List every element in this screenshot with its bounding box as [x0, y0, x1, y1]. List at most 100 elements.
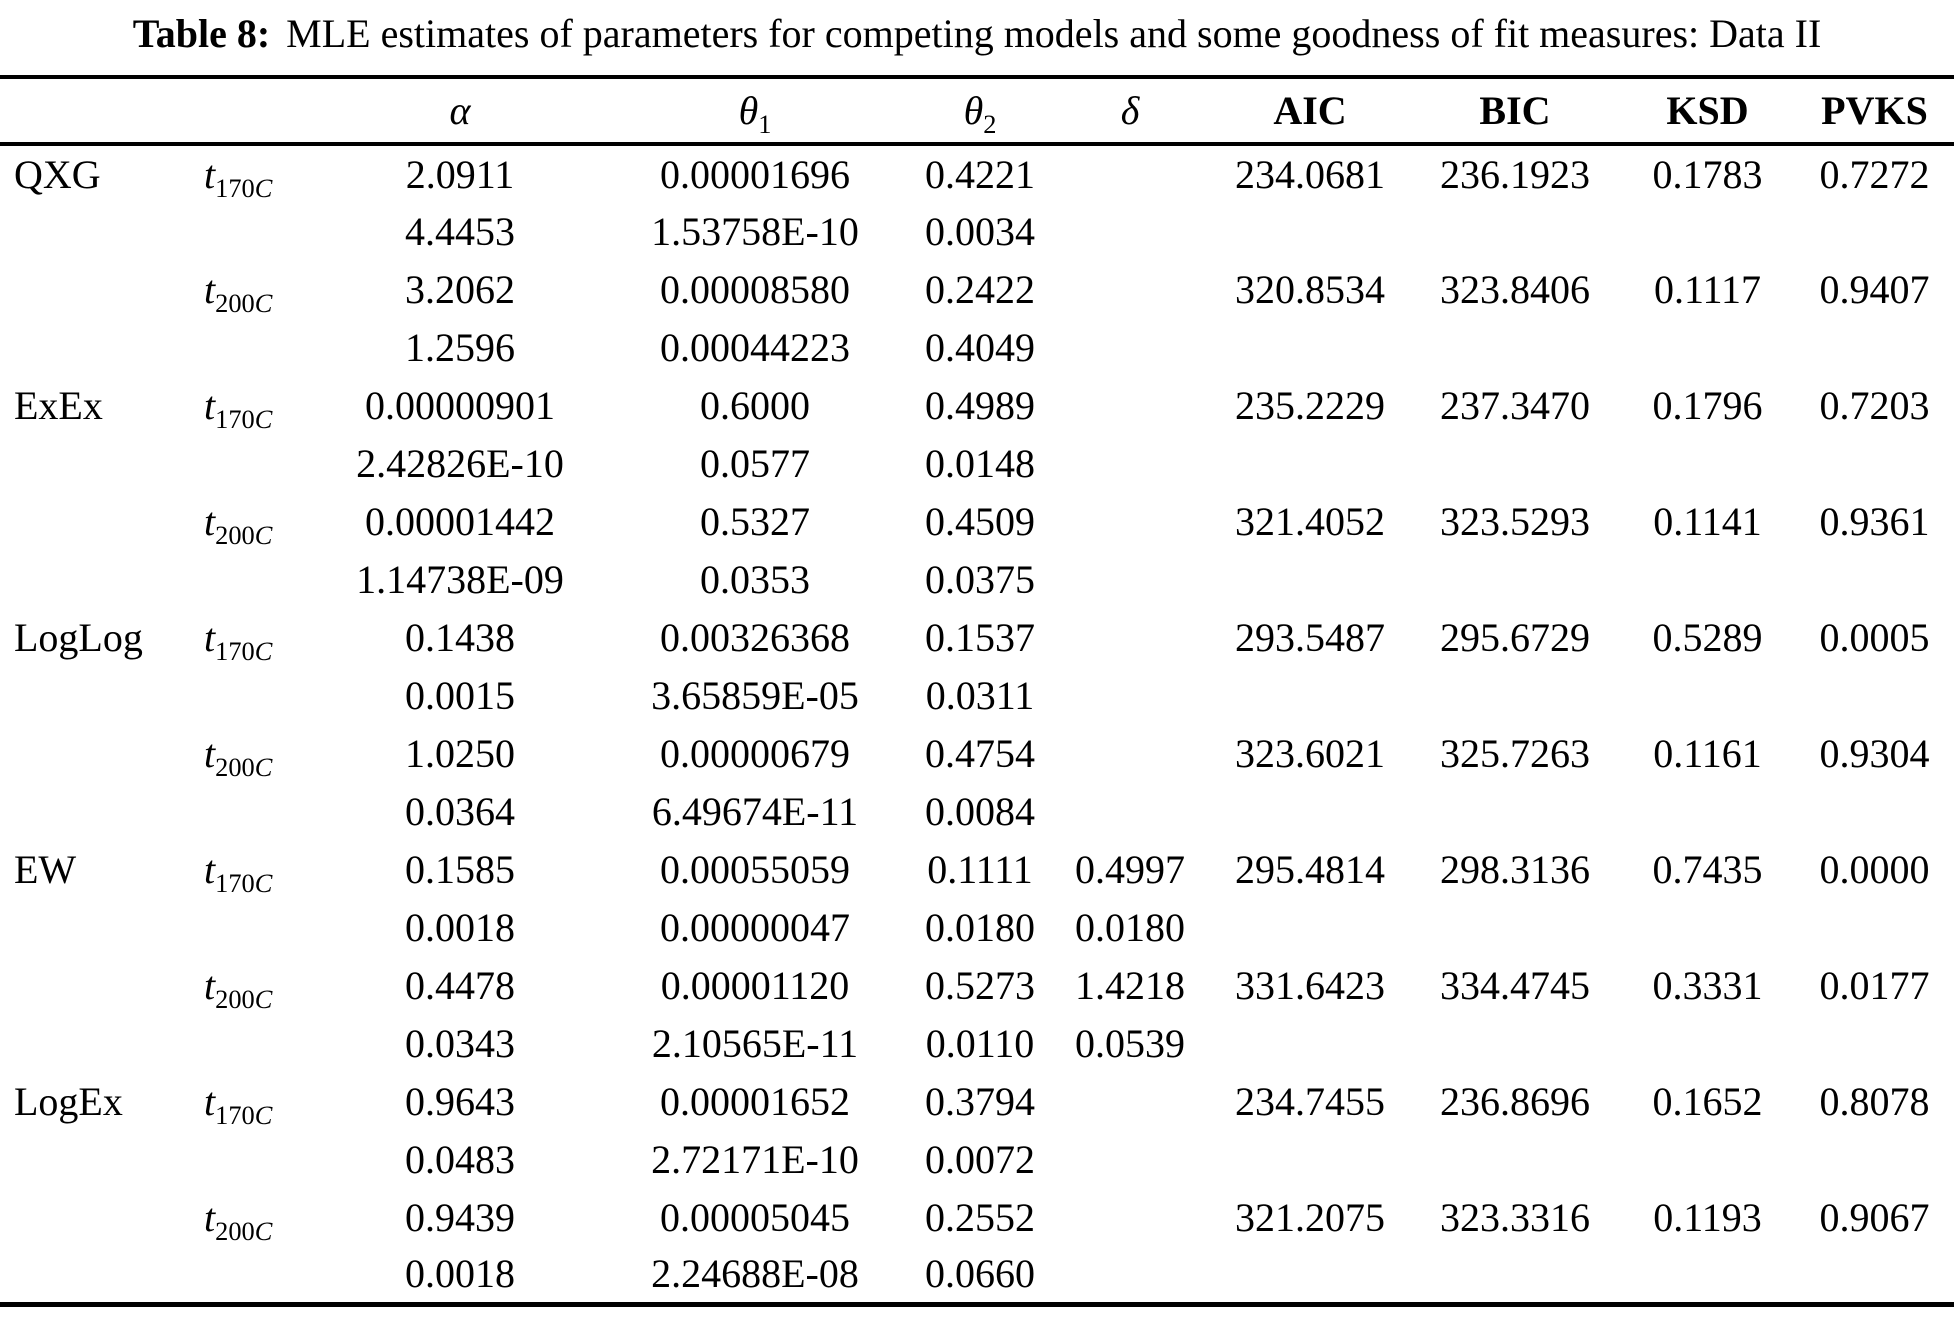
- cell-theta2: 0.4049: [925, 324, 1035, 370]
- t-subscript: 200C: [215, 1215, 273, 1246]
- table-row: t200C 0.4478 0.00001120 0.5273 1.4218 331.642…: [0, 956, 1954, 1014]
- table-row: 2.42826E-10 0.0577 0.0148: [0, 434, 1954, 492]
- cell-alpha: 1.0250: [405, 730, 515, 776]
- ksd-symbol: KSD: [1666, 88, 1749, 133]
- cell-bic: [1410, 434, 1620, 492]
- cell-bic: 236.1923: [1440, 151, 1590, 197]
- cell-alpha: 0.0483: [405, 1136, 515, 1182]
- cell-model: [0, 434, 180, 492]
- cell-theta2: 0.1111: [927, 846, 1033, 892]
- cell-theta1: 0.00008580: [660, 266, 850, 312]
- table-row: 0.0483 2.72171E-10 0.0072: [0, 1130, 1954, 1188]
- cell-aic: 293.5487: [1235, 614, 1385, 660]
- cell-bic: 323.3316: [1440, 1194, 1590, 1240]
- cell-aic: [1210, 434, 1410, 492]
- cell-theta2: 0.0148: [925, 440, 1035, 486]
- cell-alpha: 3.2062: [405, 266, 515, 312]
- cell-bic: [1410, 782, 1620, 840]
- cell-model: [0, 1130, 180, 1188]
- t-subscript: 170C: [215, 1099, 273, 1130]
- cell-t: [180, 898, 320, 956]
- table-row: t200C 0.00001442 0.5327 0.4509 321.4052 323.5…: [0, 492, 1954, 550]
- cell-bic: [1410, 550, 1620, 608]
- table-row: t200C 1.0250 0.00000679 0.4754 323.6021 325.7…: [0, 724, 1954, 782]
- cell-delta: [1050, 318, 1210, 376]
- t-subscript: 200C: [215, 983, 273, 1014]
- cell-ksd: [1620, 318, 1795, 376]
- bic-symbol: BIC: [1479, 88, 1551, 133]
- cell-t: [180, 1246, 320, 1304]
- cell-theta2: 0.2552: [925, 1194, 1035, 1240]
- table-row: t200C 3.2062 0.00008580 0.2422 320.8534 323.8…: [0, 260, 1954, 318]
- cell-theta1: 6.49674E-11: [651, 788, 859, 834]
- cell-t: t200C: [180, 956, 320, 1014]
- cell-alpha: 0.00001442: [365, 498, 555, 544]
- cell-theta1: 0.0353: [700, 556, 810, 602]
- cell-delta: [1050, 666, 1210, 724]
- cell-theta1: 2.72171E-10: [651, 1136, 859, 1182]
- theta2-subscript: 2: [983, 109, 997, 139]
- cell-model: LogEx: [14, 1078, 123, 1124]
- cell-aic: 234.0681: [1235, 151, 1385, 197]
- cell-alpha: 0.1438: [405, 614, 515, 660]
- cell-model: [0, 782, 180, 840]
- cell-ksd: 0.1783: [1652, 151, 1763, 197]
- cell-model: LogLog: [14, 614, 143, 660]
- cell-t: t170C: [180, 1072, 320, 1130]
- cell-theta2: 0.4221: [925, 151, 1035, 197]
- cell-pvks: [1795, 550, 1954, 608]
- header-model: [0, 77, 180, 144]
- cell-aic: [1210, 318, 1410, 376]
- cell-aic: 235.2229: [1235, 382, 1385, 428]
- t-symbol: t: [204, 1078, 216, 1124]
- header-bic: BIC: [1410, 77, 1620, 144]
- cell-aic: 331.6423: [1235, 962, 1385, 1008]
- table-row: ExEx t170C 0.00000901 0.6000 0.4989 235.2229 2…: [0, 376, 1954, 434]
- header-theta1: θ1: [600, 77, 910, 144]
- header-aic: AIC: [1210, 77, 1410, 144]
- cell-alpha: 2.42826E-10: [356, 440, 564, 486]
- theta1-subscript: 1: [758, 109, 772, 139]
- cell-delta: [1050, 1130, 1210, 1188]
- cell-model: QXG: [14, 151, 101, 197]
- cell-delta: [1050, 492, 1210, 550]
- cell-ksd: 0.3331: [1652, 962, 1763, 1008]
- cell-delta: 0.0180: [1075, 904, 1185, 950]
- mle-estimates-table: α θ1 θ2 δ AIC BIC KSD PVKS QXG t170C 2.0911 0.0000…: [0, 75, 1954, 1307]
- cell-theta2: 0.0180: [925, 904, 1035, 950]
- cell-theta2: 0.0311: [925, 672, 1035, 718]
- cell-bic: [1410, 202, 1620, 260]
- cell-theta2: 0.3794: [925, 1078, 1035, 1124]
- cell-pvks: 0.9304: [1819, 730, 1930, 776]
- cell-delta: 1.4218: [1075, 962, 1185, 1008]
- cell-alpha: 0.0018: [405, 904, 515, 950]
- cell-pvks: [1795, 666, 1954, 724]
- cell-bic: 334.4745: [1440, 962, 1590, 1008]
- cell-aic: 321.2075: [1235, 1194, 1385, 1240]
- t-subscript: 170C: [215, 867, 273, 898]
- cell-alpha: 0.0018: [405, 1251, 515, 1297]
- cell-alpha: 1.14738E-09: [356, 556, 564, 602]
- table-row: LogEx t170C 0.9643 0.00001652 0.3794 234.7455…: [0, 1072, 1954, 1130]
- cell-ksd: 0.1796: [1652, 382, 1763, 428]
- cell-ksd: 0.1652: [1652, 1078, 1763, 1124]
- t-symbol: t: [204, 614, 216, 660]
- cell-bic: 298.3136: [1440, 846, 1590, 892]
- cell-theta2: 0.0072: [925, 1136, 1035, 1182]
- cell-pvks: 0.9361: [1819, 498, 1930, 544]
- t-symbol: t: [204, 962, 216, 1008]
- cell-bic: 295.6729: [1440, 614, 1590, 660]
- cell-theta2: 0.0660: [925, 1251, 1035, 1297]
- cell-theta1: 0.00000679: [660, 730, 850, 776]
- cell-t: t170C: [180, 840, 320, 898]
- cell-ksd: [1620, 1246, 1795, 1304]
- cell-theta1: 2.24688E-08: [651, 1251, 859, 1297]
- header-t: [180, 77, 320, 144]
- cell-pvks: 0.9067: [1819, 1194, 1930, 1240]
- cell-ksd: 0.1117: [1653, 266, 1762, 312]
- cell-theta1: 0.00001652: [660, 1078, 850, 1124]
- cell-theta2: 0.2422: [925, 266, 1035, 312]
- cell-theta2: 0.4509: [925, 498, 1035, 544]
- cell-pvks: [1795, 1246, 1954, 1304]
